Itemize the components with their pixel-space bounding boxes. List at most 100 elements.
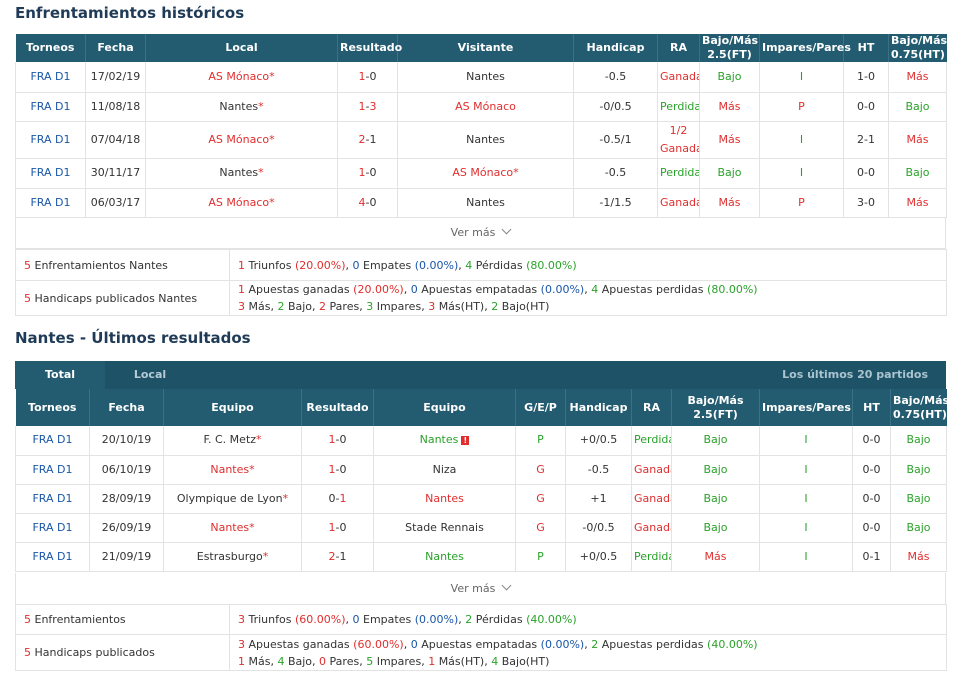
summary-label: 5 Enfrentamientos: [15, 604, 230, 635]
over-under: Más: [699, 92, 760, 122]
header-resultado: Resultado: [337, 34, 402, 62]
away-team[interactable]: AS Mónaco: [397, 92, 574, 122]
score: 1-0: [337, 158, 398, 189]
header-gep: G/E/P: [515, 389, 566, 426]
table-row: FRA D1 28/09/19 Olympique de Lyon* 0-1 Nante…: [15, 484, 947, 514]
home-team[interactable]: Nantes*: [145, 92, 338, 122]
summary-label: 5 Handicaps publicados: [15, 634, 230, 671]
odd-even: I: [759, 426, 853, 456]
last-20-label: Los últimos 20 partidos: [782, 368, 928, 381]
home-team[interactable]: Estrasburgo*: [163, 542, 302, 572]
table-row: FRA D1 07/04/18 AS Mónaco* 2-1 Nantes -0.5/1 1…: [15, 121, 947, 159]
h2h-section-title: Enfrentamientos históricos: [15, 4, 245, 22]
ht-score: 0-1: [852, 542, 891, 572]
table-row: FRA D1 26/09/19 Nantes* 1-0 Stade Rennais G -0…: [15, 513, 947, 543]
away-team[interactable]: Nantes: [373, 484, 516, 514]
match-date: 07/04/18: [85, 121, 146, 159]
home-team[interactable]: Nantes*: [145, 158, 338, 189]
ht-score: 0-0: [843, 158, 889, 189]
gep-result: G: [515, 513, 566, 543]
header-bajo-mas-ht: Bajo/Más 0.75(HT): [888, 34, 947, 62]
header-resultado: Resultado: [301, 389, 374, 426]
league-link[interactable]: FRA D1: [15, 121, 86, 159]
away-team[interactable]: Stade Rennais: [373, 513, 516, 543]
league-link[interactable]: FRA D1: [15, 92, 86, 122]
handicap: +0/0.5: [565, 426, 632, 456]
away-team[interactable]: Nantes: [397, 188, 574, 218]
over-under: Más: [671, 542, 760, 572]
score: 2-1: [301, 542, 374, 572]
summary-results: 1 Triunfos (20.00%), 0 Empates (0.00%), …: [229, 249, 947, 281]
home-team[interactable]: AS Mónaco*: [145, 62, 338, 93]
header-bajo-mas: Bajo/Más 2.5(FT): [671, 389, 760, 426]
over-under-ht: Bajo: [890, 484, 947, 514]
league-link[interactable]: FRA D1: [15, 426, 90, 456]
home-team[interactable]: Olympique de Lyon*: [163, 484, 302, 514]
last-results-table: Torneos Fecha Equipo Resultado Equipo G/…: [15, 389, 949, 572]
over-under: Bajo: [671, 513, 760, 543]
tab-total[interactable]: Total: [15, 361, 105, 389]
away-team[interactable]: Niza: [373, 455, 516, 485]
table-row: FRA D106/10/19Nantes*1-0NizaG-0.5GanadaB…: [15, 455, 947, 485]
header-local: Local: [145, 34, 338, 62]
ht-score: 0-0: [852, 426, 891, 456]
summary-label: 5 Handicaps publicados Nantes: [15, 280, 230, 316]
ver-mas-h2h[interactable]: Ver más: [15, 217, 946, 249]
summary-results: 3 Triunfos (60.00%), 0 Empates (0.00%), …: [229, 604, 947, 635]
table-row: FRA D1 11/08/18 Nantes* 1-3 AS Mónaco -0/0.5 P…: [15, 92, 947, 122]
header-equipo-home: Equipo: [163, 389, 302, 426]
home-team[interactable]: F. C. Metz*: [163, 426, 302, 456]
header-impares-pares: Impares/Pares: [759, 389, 853, 426]
over-under: Bajo: [699, 158, 760, 189]
over-under: Bajo: [671, 455, 760, 485]
over-under: Bajo: [671, 426, 760, 456]
handicap: -0/0.5: [573, 92, 658, 122]
ver-mas-label: Ver más: [450, 582, 496, 595]
handicap: -0.5/1: [573, 121, 658, 159]
tab-local[interactable]: Local: [133, 368, 167, 381]
header-visitante: Visitante: [397, 34, 574, 62]
away-team[interactable]: AS Mónaco*: [397, 158, 574, 189]
league-link[interactable]: FRA D1: [15, 484, 90, 514]
header-ra: RA: [657, 34, 700, 62]
ver-mas-last[interactable]: Ver más: [15, 573, 946, 605]
handicap: +0/0.5: [565, 542, 632, 572]
league-link[interactable]: FRA D1: [15, 455, 90, 485]
league-link[interactable]: FRA D1: [15, 513, 90, 543]
score: 1-3: [337, 92, 398, 122]
handicap: +1: [565, 484, 632, 514]
chevron-down-icon: [501, 580, 512, 591]
league-link[interactable]: FRA D1: [15, 188, 86, 218]
chevron-down-icon: [501, 224, 512, 235]
odd-even: I: [759, 158, 844, 189]
handicap: -0.5: [565, 455, 632, 485]
away-team[interactable]: Nantes: [397, 121, 574, 159]
header-handicap: Handicap: [573, 34, 658, 62]
away-team[interactable]: Nantes: [373, 542, 516, 572]
league-link[interactable]: FRA D1: [15, 542, 90, 572]
home-team[interactable]: AS Mónaco*: [145, 188, 338, 218]
match-date: 26/09/19: [89, 513, 164, 543]
odd-even: P: [759, 188, 844, 218]
handicap: -1/1.5: [573, 188, 658, 218]
ra-result: Ganada: [631, 513, 672, 543]
away-team[interactable]: Nantes: [397, 62, 574, 93]
match-date: 30/11/17: [85, 158, 146, 189]
match-date: 20/10/19: [89, 426, 164, 456]
handicap: -0.5: [573, 62, 658, 93]
ht-score: 0-0: [843, 92, 889, 122]
home-team[interactable]: Nantes*: [163, 513, 302, 543]
league-link[interactable]: FRA D1: [15, 62, 86, 93]
odd-even: I: [759, 62, 844, 93]
home-team[interactable]: AS Mónaco*: [145, 121, 338, 159]
ra-result: Perdida: [657, 158, 700, 189]
last-results-title: Nantes - Últimos resultados: [15, 329, 251, 347]
home-team[interactable]: Nantes*: [163, 455, 302, 485]
league-link[interactable]: FRA D1: [15, 158, 86, 189]
away-team[interactable]: Nantes!: [373, 426, 516, 456]
ht-score: 0-0: [852, 513, 891, 543]
table-row: FRA D1 30/11/17 Nantes* 1-0 AS Mónaco* -0.5 Pe…: [15, 158, 947, 189]
score: 4-0: [337, 188, 398, 218]
ht-score: 0-0: [852, 455, 891, 485]
odd-even: I: [759, 484, 853, 514]
